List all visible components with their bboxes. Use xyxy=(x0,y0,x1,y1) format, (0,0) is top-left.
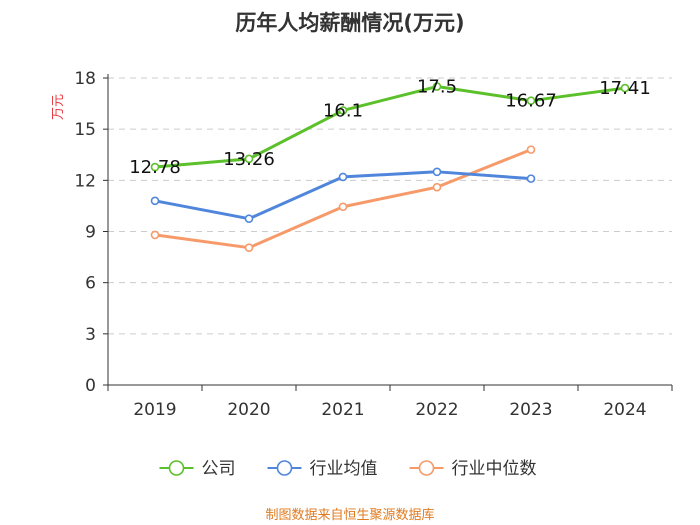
legend-swatch-marker xyxy=(168,460,185,476)
y-tick-label: 18 xyxy=(74,69,96,89)
legend-item-2[interactable]: 行业中位数 xyxy=(409,459,537,479)
data-point xyxy=(244,154,254,164)
data-label: 16.67 xyxy=(505,91,557,112)
data-point xyxy=(338,106,348,115)
legend-item-1[interactable]: 行业均值 xyxy=(267,459,378,479)
data-label: 12.78 xyxy=(129,157,181,178)
data-label: 17.5 xyxy=(417,77,457,98)
data-point xyxy=(150,196,160,206)
x-tick-label: 2019 xyxy=(133,400,176,420)
data-point xyxy=(338,202,348,212)
series-line-0 xyxy=(154,85,626,169)
x-tick-label: 2023 xyxy=(509,400,552,420)
y-tick-label: 0 xyxy=(85,376,96,396)
legend-label: 行业均值 xyxy=(310,459,378,479)
series-line-2 xyxy=(154,148,532,250)
y-tick-label: 3 xyxy=(85,325,96,345)
data-point xyxy=(620,83,630,93)
y-axis-unit: 万元 xyxy=(51,94,66,120)
series-lines xyxy=(150,82,630,253)
data-point xyxy=(150,230,160,240)
data-point xyxy=(432,82,442,91)
grid-lines xyxy=(108,77,672,335)
data-point xyxy=(338,172,348,182)
data-labels: 12.78 13.26 16.1 17.5 16.67 17.41 xyxy=(129,77,651,179)
chart-title: 历年人均薪酬情况(万元) xyxy=(235,11,464,35)
source-note: 制图数据来自恒生聚源数据库 xyxy=(265,507,434,523)
y-tick-label: 9 xyxy=(85,223,96,243)
data-point xyxy=(150,162,160,172)
data-point xyxy=(432,182,442,192)
legend-swatch-marker xyxy=(418,460,435,476)
y-tick-label: 12 xyxy=(74,171,96,191)
legend-label: 公司 xyxy=(202,459,236,479)
x-tick-label: 2022 xyxy=(415,400,458,420)
data-point xyxy=(526,174,536,183)
legend-item-0[interactable]: 公司 xyxy=(159,459,236,479)
data-label: 17.41 xyxy=(599,78,651,99)
x-tick-label: 2020 xyxy=(227,400,270,420)
data-label: 13.26 xyxy=(223,149,275,170)
data-point xyxy=(432,167,442,177)
data-point xyxy=(526,145,536,154)
data-point xyxy=(526,96,536,105)
data-point xyxy=(244,243,254,253)
data-label: 16.1 xyxy=(323,100,363,121)
legend-swatch-marker xyxy=(276,460,293,476)
legend-label: 行业中位数 xyxy=(452,459,537,479)
data-point xyxy=(244,214,254,224)
y-tick-label: 6 xyxy=(85,274,96,294)
axes: 0 3 6 9 12 15 18 2019 2020 2021 2022 2023 2024 xyxy=(74,69,673,420)
legend[interactable]: 公司 行业均值 行业中位数 xyxy=(159,459,537,479)
y-tick-label: 15 xyxy=(74,120,96,140)
x-tick-label: 2024 xyxy=(603,400,646,420)
x-tick-label: 2021 xyxy=(321,400,364,420)
